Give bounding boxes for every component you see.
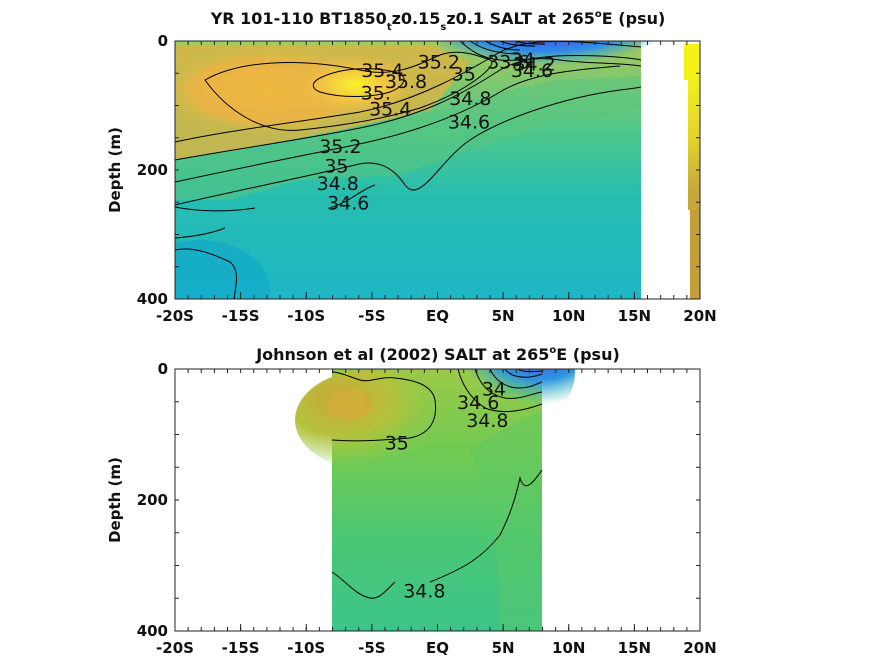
top-panel-title: YR 101-110 BT1850tz0.15sz0.1 SALT at 265… <box>210 9 666 33</box>
top-contour-label: 35.4 <box>361 60 403 82</box>
top-contour-label: 34.6 <box>511 60 553 82</box>
bottom-x-tick-label: -15S <box>222 639 260 656</box>
top-contour-label: 34.8 <box>317 173 359 195</box>
bottom-contour-label: 34.6 <box>457 392 499 414</box>
bottom-contour-label: 34.8 <box>403 580 445 602</box>
top-x-tick-label: EQ <box>426 307 449 325</box>
bottom-x-tick-label: -5S <box>358 639 385 656</box>
bottom-x-tick-label: 20N <box>683 639 716 656</box>
top-y-tick-label: 0 <box>158 32 168 50</box>
top-y-axis: 0 200 400 <box>137 32 700 308</box>
bottom-x-tick-label: 10N <box>552 639 585 656</box>
top-panel: YR 101-110 BT1850tz0.15sz0.1 SALT at 265… <box>106 9 717 325</box>
top-contour-label: 35. <box>361 83 391 105</box>
bottom-x-tick-label: EQ <box>426 639 449 656</box>
bottom-y-axis-label: Depth (m) <box>106 457 124 543</box>
top-contour-labels: 35.435.835.35.435.23534.834.635.23534.83… <box>317 49 556 214</box>
bottom-x-tick-label: -20S <box>156 639 194 656</box>
top-contour-label: 35.8 <box>385 71 427 93</box>
top-y-tick-label: 200 <box>137 161 168 179</box>
bottom-contour-labels: 35 34.634 34.8 34.8 <box>385 379 509 603</box>
top-contour-label: 34.6 <box>327 192 369 214</box>
top-x-tick-label: -5S <box>358 307 385 325</box>
bottom-contour-label: 34.8 <box>466 410 508 432</box>
bottom-x-tick-label: -10S <box>287 639 325 656</box>
top-contour-label: 34.8 <box>449 88 491 110</box>
bottom-contours <box>331 369 543 599</box>
top-contour-label: 34 <box>511 49 535 71</box>
top-salinity-field <box>175 41 700 299</box>
top-x-tick-label: 20N <box>683 307 716 325</box>
bottom-panel: Johnson et al (2002) SALT at 265oE (psu)… <box>106 345 717 656</box>
bottom-contour-label: 35 <box>385 432 409 454</box>
top-y-axis-label: Depth (m) <box>106 127 124 213</box>
top-x-axis: -20S -15S -10S -5S EQ 5N 10N 15N 20N <box>156 41 717 325</box>
top-contour-label: 35.2 <box>319 136 361 158</box>
top-contour-label: 34.2 <box>513 54 555 76</box>
top-contour-label: 35 <box>324 155 348 177</box>
bottom-x-tick-label: 5N <box>492 639 515 656</box>
top-contour-label: 33.6 <box>487 52 529 74</box>
top-x-tick-label: -20S <box>156 307 194 325</box>
bottom-x-axis: -20S -15S -10S -5S EQ 5N 10N 15N 20N <box>156 369 717 656</box>
bottom-y-tick-label: 200 <box>137 491 168 509</box>
bottom-x-tick-label: 15N <box>618 639 651 656</box>
bottom-panel-title: Johnson et al (2002) SALT at 265oE (psu) <box>255 345 620 364</box>
top-contour-label: 35.2 <box>418 52 460 74</box>
top-y-tick-label: 400 <box>137 290 168 308</box>
top-x-tick-label: 5N <box>492 307 515 325</box>
bottom-salinity-field <box>295 369 575 631</box>
bottom-y-axis: 0 200 400 <box>137 360 700 640</box>
bottom-y-tick-label: 400 <box>137 622 168 640</box>
bottom-contour-label: 34 <box>482 379 506 401</box>
top-x-tick-label: -10S <box>287 307 325 325</box>
top-contour-label: 35.4 <box>369 99 411 121</box>
top-x-tick-label: 15N <box>618 307 651 325</box>
top-contour-label: 35 <box>452 63 476 85</box>
top-x-tick-label: 10N <box>552 307 585 325</box>
top-contour-label: 34.6 <box>448 112 490 134</box>
bottom-y-tick-label: 0 <box>158 360 168 378</box>
top-x-tick-label: -15S <box>222 307 260 325</box>
